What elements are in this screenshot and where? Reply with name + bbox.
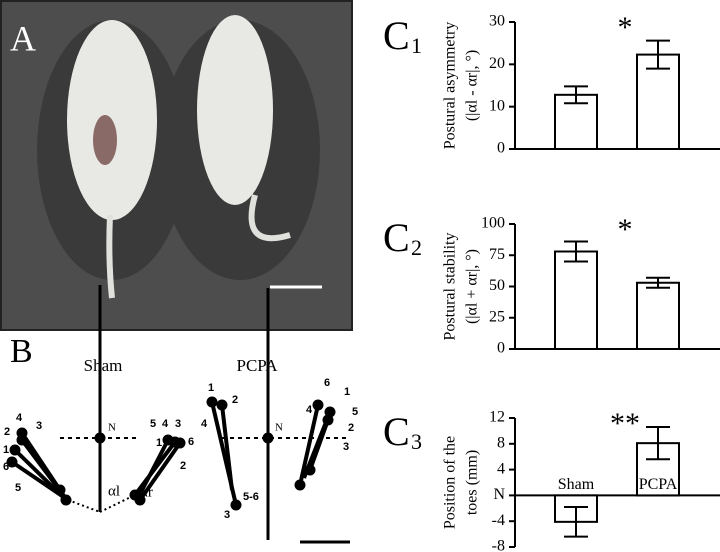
point-label: 5 xyxy=(15,482,21,494)
error-bar xyxy=(564,85,588,105)
error-bar xyxy=(564,506,588,538)
group-label: PCPA xyxy=(237,356,279,375)
y-tick-label: 0 xyxy=(497,340,505,357)
error-bar xyxy=(646,426,670,461)
panel-label: C xyxy=(383,13,410,58)
point-label: 3 xyxy=(343,441,349,453)
y-tick-label: 30 xyxy=(489,13,505,30)
point-label: 6 xyxy=(324,377,330,389)
y-tick-label: 50 xyxy=(489,277,505,294)
error-bar xyxy=(564,240,588,263)
angle-label: αl xyxy=(108,483,120,499)
point-label: 1 xyxy=(344,386,350,398)
error-bar xyxy=(646,39,670,70)
point-label: 4 xyxy=(306,404,313,416)
point-label: 6 xyxy=(188,436,194,448)
y-axis-label: Postural stability xyxy=(442,233,459,341)
panel-label: C xyxy=(383,409,410,454)
y-axis-label: Position of the xyxy=(442,436,459,529)
panel-label: A xyxy=(10,18,36,58)
error-bar xyxy=(646,276,670,289)
bar xyxy=(636,281,680,350)
angle-label: αr xyxy=(140,484,153,500)
y-axis-label: (|αl - αr|, °) xyxy=(464,50,481,121)
point-label: 2 xyxy=(180,460,186,472)
photo: A xyxy=(0,0,353,331)
point-label: 2 xyxy=(4,426,10,438)
point-label: 5 xyxy=(150,418,156,430)
point-label: 5-6 xyxy=(243,491,259,503)
point-label: 4 xyxy=(162,418,169,430)
y-tick-label: -4 xyxy=(492,512,505,529)
significance: * xyxy=(618,11,633,44)
y-tick-label: 20 xyxy=(489,55,505,72)
y-tick-label: 25 xyxy=(489,308,505,325)
y-tick-label: N xyxy=(493,486,505,503)
axis-label: N xyxy=(108,422,116,434)
y-tick-label: 75 xyxy=(489,246,505,263)
panel-label: B xyxy=(10,333,33,370)
point-label: 1 xyxy=(208,382,214,394)
y-tick-label: -8 xyxy=(492,538,505,552)
point-label: 2 xyxy=(232,394,238,406)
y-tick-label: 8 xyxy=(497,434,505,451)
y-tick-label: 10 xyxy=(489,97,505,114)
point-label: 1 xyxy=(156,437,162,449)
point-label: 4 xyxy=(201,418,208,430)
category-label: Sham xyxy=(558,476,595,493)
panel-label: C xyxy=(383,215,410,260)
point-label: 3 xyxy=(175,418,181,430)
y-tick-label: 12 xyxy=(489,409,505,426)
diagram xyxy=(6,285,350,544)
y-axis-label: toes (mm) xyxy=(464,450,481,515)
diagram-labels: B Sham PCPA N N αl αr 4 2 3 1 6 5 5 4 3 … xyxy=(3,333,358,521)
point-label: 6 xyxy=(3,461,9,473)
bar xyxy=(554,250,598,350)
point-label: 3 xyxy=(224,509,230,521)
y-tick-label: 0 xyxy=(497,140,505,157)
y-tick-label: 100 xyxy=(481,215,505,232)
axis-label: N xyxy=(275,422,283,434)
y-axis-label: (|αl + αr|, °) xyxy=(464,249,481,324)
panel-label-index: 2 xyxy=(411,235,422,260)
point-label: 3 xyxy=(36,420,42,432)
panel-label-index: 3 xyxy=(411,429,422,454)
panel-label-index: 1 xyxy=(411,33,422,58)
y-tick-label: 4 xyxy=(497,460,505,477)
point-label: 1 xyxy=(3,444,9,456)
significance: * xyxy=(618,213,633,246)
point-label: 5 xyxy=(352,406,358,418)
category-label: PCPA xyxy=(639,476,678,493)
significance: ** xyxy=(610,407,640,440)
point-label: 4 xyxy=(16,412,23,424)
y-axis-label: Postural asymmetry xyxy=(442,22,459,150)
point-label: 2 xyxy=(348,422,354,434)
group-label: Sham xyxy=(84,356,123,375)
bar xyxy=(636,53,680,151)
